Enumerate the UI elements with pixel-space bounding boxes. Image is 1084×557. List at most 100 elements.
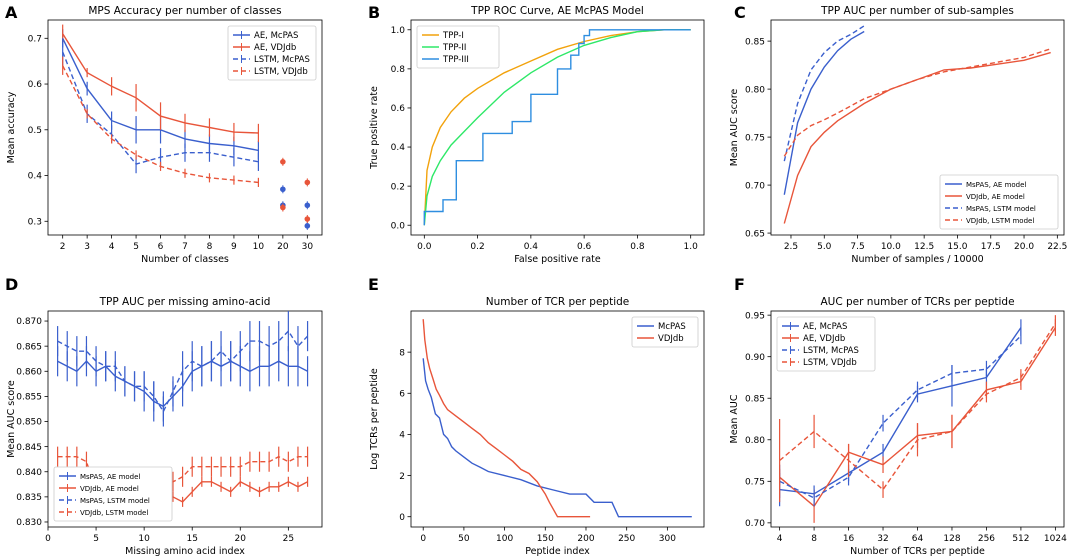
series-mspas-lstm-model xyxy=(783,25,865,162)
legend-label: MsPAS, LSTM model xyxy=(966,205,1036,213)
y-tick-label: 0.80 xyxy=(745,85,765,95)
y-tick-label: 0.7 xyxy=(28,34,42,44)
y-tick-label: 0 xyxy=(399,513,405,523)
legend-label: MsPAS, LSTM model xyxy=(80,497,150,505)
panel-letter: D xyxy=(5,275,18,294)
legend-frame xyxy=(53,466,173,522)
series-mcpas xyxy=(422,358,692,518)
legend-frame xyxy=(776,316,876,372)
x-tick-label: 1.0 xyxy=(684,242,699,252)
y-tick-label: 0.80 xyxy=(745,436,765,446)
chart-title: TPP AUC per number of sub-samples xyxy=(820,5,1014,17)
series-ae-vdjdb xyxy=(62,24,311,223)
series-tpp-iii xyxy=(423,29,691,226)
x-tick-label: 10 xyxy=(138,534,150,544)
x-tick-label: 1024 xyxy=(1044,534,1067,544)
y-tick-label: 0.2 xyxy=(391,182,405,192)
x-tick-label: 200 xyxy=(577,534,594,544)
x-tick-label: 25 xyxy=(283,534,294,544)
y-tick-label: 0.865 xyxy=(16,342,42,352)
y-tick-label: 2 xyxy=(399,472,405,482)
y-axis-label: Mean AUC score xyxy=(6,380,17,458)
x-axis-label: Number of TCRs per peptide xyxy=(850,546,985,557)
legend-label: VDJdb xyxy=(658,334,684,344)
legend-label: VDJdb, AE model xyxy=(966,193,1025,201)
x-tick-label: 0.6 xyxy=(577,242,592,252)
y-tick-label: 0.840 xyxy=(16,468,42,478)
y-tick-label: 0.835 xyxy=(16,493,42,503)
y-tick-label: 0.3 xyxy=(28,217,42,227)
data-point xyxy=(304,179,311,186)
x-tick-label: 7 xyxy=(182,242,188,252)
legend: McPAS VDJdb xyxy=(631,316,699,348)
legend-label: TPP-II xyxy=(442,43,466,53)
series-lstm-vdjdb xyxy=(779,315,1056,503)
series-vdjdb xyxy=(422,319,591,518)
legend-frame xyxy=(227,25,317,81)
series-line xyxy=(783,30,865,195)
x-tick-label: 0.8 xyxy=(630,242,645,252)
x-tick-label: 20 xyxy=(277,242,289,252)
y-axis-label: Mean AUC xyxy=(729,394,740,443)
x-tick-label: 22.5 xyxy=(1047,242,1067,252)
x-tick-label: 4 xyxy=(109,242,115,252)
y-tick-label: 0.830 xyxy=(16,518,42,528)
x-tick-label: 30 xyxy=(302,242,314,252)
data-point xyxy=(280,204,286,211)
series-mspas-lstm-model xyxy=(57,311,309,427)
legend-label: AE, McPAS xyxy=(254,31,298,41)
x-axis-label: False positive rate xyxy=(514,254,601,265)
panel-e: 0 50 100 150 200 250 300 0 2 4 6 8 Number of TCR per… xyxy=(368,275,705,557)
x-tick-label: 150 xyxy=(537,534,554,544)
data-point xyxy=(280,159,286,165)
x-tick-label: 4 xyxy=(777,534,783,544)
y-tick-label: 0.8 xyxy=(391,65,406,75)
x-tick-label: 20 xyxy=(235,534,247,544)
plot-frame xyxy=(770,19,1065,236)
x-tick-label: 16 xyxy=(843,534,855,544)
series-line xyxy=(422,319,591,518)
y-tick-label: 0.4 xyxy=(28,172,43,182)
y-tick-label: 0.90 xyxy=(745,353,765,363)
plot-frame xyxy=(410,310,705,528)
x-tick-label: 6 xyxy=(158,242,164,252)
x-tick-label: 512 xyxy=(1012,534,1029,544)
x-tick-label: 7.5 xyxy=(850,242,864,252)
y-tick-label: 0.845 xyxy=(16,443,42,453)
legend-label: LSTM, VDJdb xyxy=(254,67,308,77)
legend-label: AE, McPAS xyxy=(803,322,847,332)
x-tick-label: 10.0 xyxy=(881,242,901,252)
legend-frame xyxy=(939,174,1059,230)
panel-f: 4 8 16 32 64 128 256 512 1024 0.70 0.75 0.80 0.85 0.9… xyxy=(729,275,1067,557)
y-axis-label: True positive rate xyxy=(369,86,380,170)
x-tick-label: 32 xyxy=(877,534,888,544)
y-tick-label: 0.0 xyxy=(391,221,406,231)
x-tick-label: 100 xyxy=(496,534,513,544)
y-tick-label: 0.85 xyxy=(745,37,765,47)
y-tick-label: 0.5 xyxy=(28,126,42,136)
x-tick-label: 5 xyxy=(133,242,139,252)
y-tick-label: 0.70 xyxy=(745,181,765,191)
panel-letter: F xyxy=(734,275,745,294)
y-axis-label: Log TCRs per peptide xyxy=(369,368,380,470)
panel-b: 0.0 0.2 0.4 0.6 0.8 1.0 0.0 0.2 0.4 0.6 0.8 1.0 TPP … xyxy=(368,3,705,265)
x-tick-label: 12.5 xyxy=(914,242,934,252)
x-tick-label: 2.5 xyxy=(784,242,798,252)
x-tick-label: 10 xyxy=(253,242,265,252)
panel-letter: B xyxy=(368,3,380,22)
chart-title: TPP AUC per missing amino-acid xyxy=(99,296,271,308)
x-tick-label: 5 xyxy=(93,534,99,544)
panel-letter: C xyxy=(734,3,746,22)
x-tick-label: 3 xyxy=(84,242,90,252)
x-tick-label: 20.0 xyxy=(1014,242,1034,252)
y-tick-label: 0.6 xyxy=(391,104,406,114)
x-tick-label: 5.0 xyxy=(817,242,832,252)
legend: MsPAS, AE model VDJdb, AE model MsPAS, LST… xyxy=(53,466,173,522)
y-tick-label: 0.95 xyxy=(745,311,765,321)
x-axis-label: Number of classes xyxy=(141,254,229,265)
plot-frame xyxy=(410,19,705,236)
legend: AE, McPAS AE, VDJdb LSTM, McPAS LSTM, VDJdb xyxy=(227,25,317,81)
y-tick-label: 0.860 xyxy=(16,367,42,377)
y-tick-label: 6 xyxy=(399,389,405,399)
x-axis-label: Missing amino acid index xyxy=(125,546,245,557)
